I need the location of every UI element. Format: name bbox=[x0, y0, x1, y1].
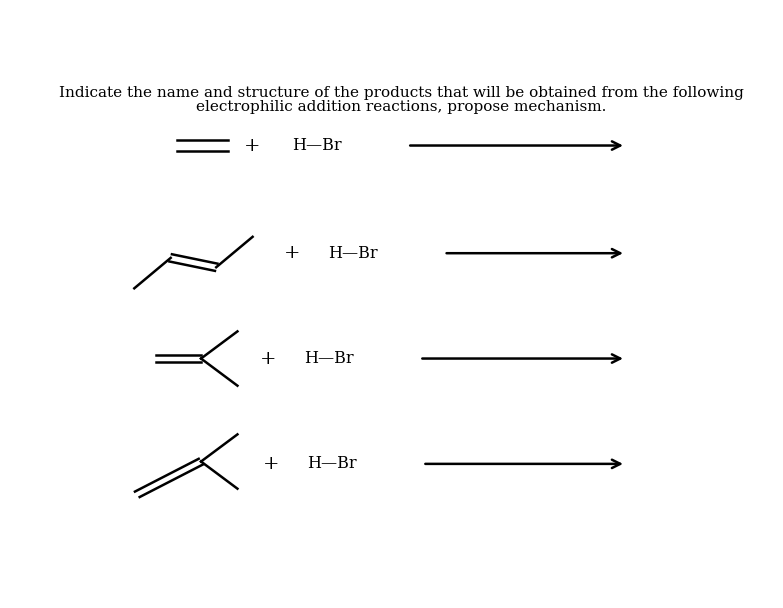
Text: electrophilic addition reactions, propose mechanism.: electrophilic addition reactions, propos… bbox=[196, 100, 607, 114]
Text: +: + bbox=[244, 137, 261, 154]
Text: +: + bbox=[283, 244, 301, 262]
Text: H—Br: H—Br bbox=[329, 244, 378, 261]
Text: H—Br: H—Br bbox=[292, 137, 341, 154]
Text: +: + bbox=[259, 350, 276, 368]
Text: Indicate the name and structure of the products that will be obtained from the f: Indicate the name and structure of the p… bbox=[59, 86, 744, 100]
Text: H—Br: H—Br bbox=[305, 350, 354, 367]
Text: H—Br: H—Br bbox=[307, 455, 357, 472]
Text: +: + bbox=[262, 455, 279, 473]
